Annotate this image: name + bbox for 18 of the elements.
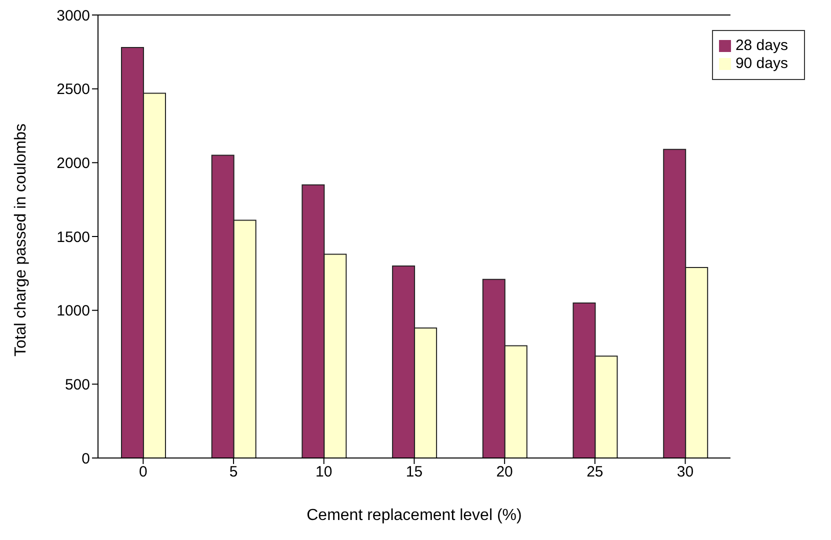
y-tick-label: 1500	[56, 228, 90, 246]
y-tick-label: 3000	[56, 7, 90, 24]
y-tick-label: 2000	[56, 154, 90, 172]
y-tick-label: 0	[82, 450, 90, 468]
x-tick-label: 0	[139, 464, 148, 481]
legend-label: 28 days	[735, 37, 788, 54]
x-tick-label: 25	[586, 464, 604, 481]
x-tick-label: 15	[406, 464, 423, 481]
x-axis-title: Cement replacement level (%)	[306, 507, 522, 524]
x-tick-label: 10	[316, 464, 332, 481]
x-tick-label: 5	[229, 464, 238, 481]
x-tick-label: 30	[676, 464, 694, 481]
x-tick-label: 20	[496, 464, 513, 481]
y-axis-title: Total charge passed in coulombs	[12, 123, 30, 356]
legend-label: 90 days	[735, 55, 788, 72]
y-tick-label: 1000	[56, 302, 90, 320]
y-tick-label: 500	[64, 376, 90, 394]
y-tick-label: 2500	[56, 81, 90, 98]
